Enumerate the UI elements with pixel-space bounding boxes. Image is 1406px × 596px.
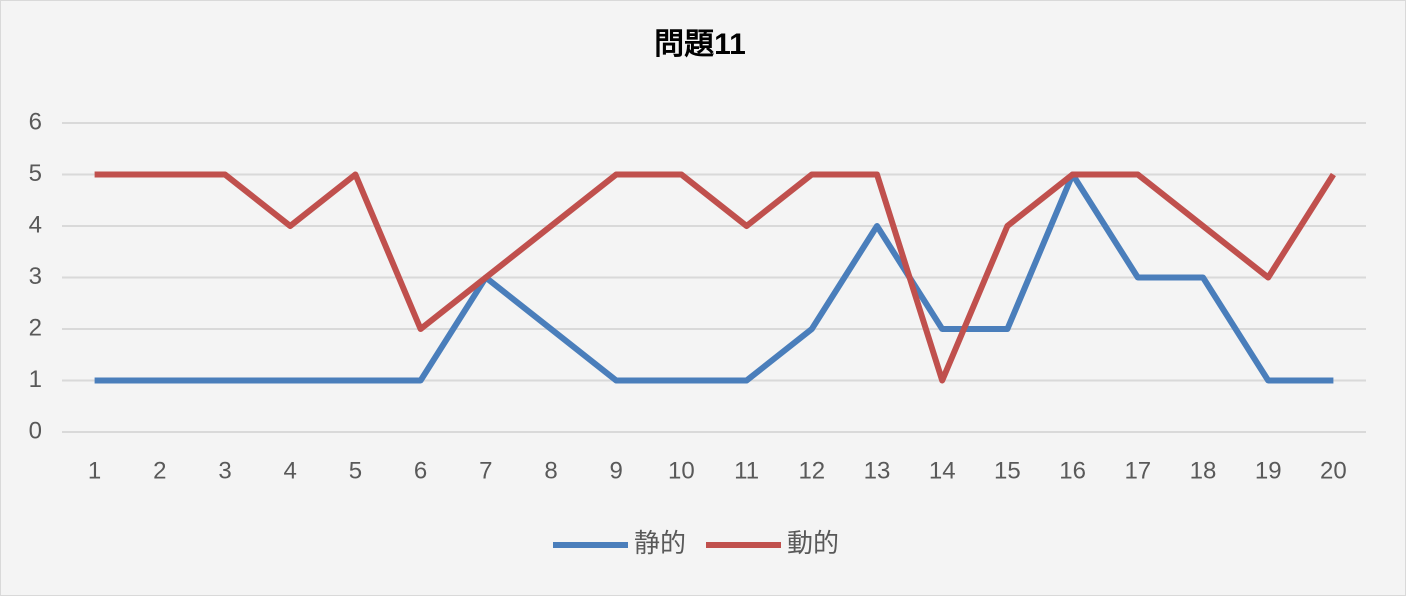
line-series xyxy=(94,171,1334,384)
x-tick-label: 19 xyxy=(1255,457,1282,484)
y-tick-label: 6 xyxy=(29,108,42,135)
x-tick-label: 3 xyxy=(218,457,231,484)
y-tick-label: 2 xyxy=(29,314,42,341)
y-tick-label: 1 xyxy=(29,366,42,393)
x-tick-label: 2 xyxy=(153,457,166,484)
x-tick-label: 10 xyxy=(668,457,695,484)
x-tick-label: 16 xyxy=(1059,457,1086,484)
x-tick-label: 15 xyxy=(994,457,1021,484)
x-tick-label: 11 xyxy=(734,457,759,484)
y-tick-label: 0 xyxy=(29,417,42,444)
x-tick-label: 20 xyxy=(1320,457,1347,484)
x-tick-label: 5 xyxy=(349,457,362,484)
x-tick-label: 9 xyxy=(610,457,623,484)
x-tick-label: 8 xyxy=(544,457,557,484)
x-tick-label: 12 xyxy=(798,457,825,484)
x-tick-label: 6 xyxy=(414,457,427,484)
x-tick-label: 1 xyxy=(88,457,101,484)
line-series xyxy=(94,171,1336,384)
y-tick-label: 4 xyxy=(29,211,42,238)
y-tick-label: 5 xyxy=(29,160,42,187)
y-tick-label: 3 xyxy=(29,263,42,290)
x-tick-label: 18 xyxy=(1190,457,1217,484)
chart-title: 問題11 xyxy=(654,28,746,61)
x-tick-label: 14 xyxy=(929,457,956,484)
x-tick-label: 13 xyxy=(864,457,891,484)
legend-label: 動的 xyxy=(787,528,839,558)
x-tick-label: 4 xyxy=(284,457,297,484)
x-tick-label: 17 xyxy=(1124,457,1151,484)
x-tick-label: 7 xyxy=(479,457,492,484)
legend-label: 静的 xyxy=(634,528,686,558)
